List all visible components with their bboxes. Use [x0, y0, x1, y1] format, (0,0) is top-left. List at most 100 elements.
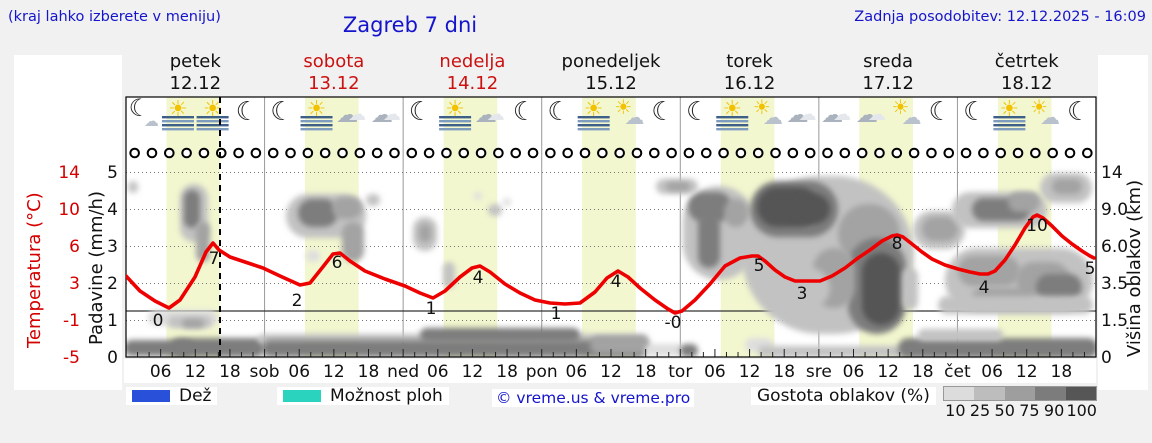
density-tick-value: 25 [969, 401, 991, 420]
probability-circle [181, 147, 192, 159]
temperature-value: -0 [665, 313, 682, 333]
temperature-value: 5 [1085, 259, 1096, 279]
time-label: 12 [462, 362, 484, 382]
fog-line [300, 128, 333, 131]
cloud-blob [938, 296, 1093, 314]
plot-frame [125, 96, 1097, 358]
cloud-blob [590, 336, 650, 354]
cloud-glyph: ☁ [1040, 105, 1060, 129]
probability-circle [146, 147, 158, 159]
moon-glyph: ☾ [547, 97, 570, 127]
showers-color-swatch [283, 390, 321, 402]
cloudh-tick: 9.0 [1101, 200, 1129, 220]
credit-link[interactable]: © vreme.us & vreme.pro [492, 389, 695, 407]
moon-icon: ☾ [513, 97, 536, 127]
day-abbrev-label: sob [250, 362, 280, 382]
time-label: 18 [912, 362, 934, 382]
moon-glyph: ☾ [513, 97, 536, 127]
density-tick-value: 50 [994, 401, 1015, 420]
moon-icon: ☾ [409, 97, 432, 127]
fog-line [196, 120, 229, 123]
sun-cloud-icon: ☀☁ [1030, 95, 1060, 129]
temp-tick: 14 [58, 163, 80, 183]
cloud-blob [680, 344, 698, 357]
cloud-blob [182, 319, 204, 328]
moon-glyph: ☾ [651, 97, 674, 127]
moon-icon: ☾ [686, 97, 709, 127]
probability-circle [700, 147, 712, 159]
fog-line [716, 116, 749, 119]
probability-circle [1064, 147, 1076, 159]
cloud-icon: ☁☁ [475, 103, 505, 128]
sun-fog-icon: ☀ [577, 97, 610, 131]
day-date: 16.12 [724, 73, 776, 94]
moon-icon: ☾ [651, 97, 674, 127]
fog-line [300, 124, 333, 127]
precip-tick: 0 [107, 348, 118, 368]
probability-circle [735, 147, 747, 159]
moon-glyph: ☾ [129, 94, 151, 122]
fog-line [716, 124, 749, 127]
sun-glyph: ☀ [1030, 95, 1048, 119]
probability-circle [718, 147, 729, 159]
fog-line [716, 128, 749, 131]
cloud-glyph: ☁ [475, 103, 497, 128]
legend-showers-label: Možnost ploh [330, 386, 443, 406]
cloud-blob [170, 338, 265, 357]
temperature-value: 0 [153, 311, 164, 331]
probability-circle [856, 147, 868, 159]
precip-tick: 5 [107, 163, 118, 183]
time-label: 06 [843, 362, 865, 382]
cloud-blob [688, 192, 732, 222]
sun-cloud-icon: ☀☁ [614, 95, 644, 129]
probability-circle [787, 147, 799, 159]
probability-circle [579, 147, 591, 159]
time-label: 18 [496, 362, 518, 382]
moon-glyph: ☾ [928, 97, 951, 127]
time-label: 12 [600, 362, 622, 382]
day-name: petek [170, 51, 222, 72]
probability-circle [164, 147, 175, 159]
fog-line [993, 120, 1026, 123]
precip-tick: 2 [107, 274, 118, 294]
probability-circle [804, 147, 816, 159]
day-name: torek [726, 51, 773, 72]
page-title: Zagreb 7 dni [342, 13, 478, 37]
probability-circle [822, 147, 833, 159]
location-menu-hint: (kraj lahko izberete v meniju) [8, 9, 221, 25]
temperature-curve [126, 213, 1096, 315]
temperature-value: 4 [473, 268, 484, 288]
last-update-text: Zadnja posodobitev: 12.12.2025 - 16:09 [854, 9, 1146, 25]
moon-icon: ☾ [547, 97, 570, 127]
cloud-blob [902, 268, 918, 310]
cloud-icon: ☁☁ [336, 103, 366, 128]
sun-glyph: ☀ [203, 97, 223, 122]
probability-circle [371, 147, 383, 159]
probability-circle [475, 147, 487, 159]
time-label: 06 [566, 362, 588, 382]
moon-icon: ☾ [928, 97, 951, 127]
sun-fog-icon: ☀ [300, 97, 333, 131]
probability-circle [233, 147, 244, 159]
day-date: 17.12 [862, 73, 914, 94]
probability-circle [545, 147, 556, 159]
moon-glyph: ☾ [963, 97, 986, 127]
fog-line [993, 116, 1026, 119]
day-abbrev-label: čet [944, 362, 971, 382]
probability-circle [267, 147, 279, 159]
probability-circle [1012, 147, 1024, 159]
cloud-blob [898, 338, 1096, 357]
fog-line [196, 128, 229, 131]
probability-circle [752, 147, 764, 159]
cloud-blob [332, 197, 362, 219]
cloud-blob [184, 190, 200, 228]
legend-cloud-density: Gostota oblakov (%) [751, 386, 936, 406]
probability-circle [614, 147, 625, 159]
probability-circle [458, 147, 470, 159]
cloud-icon: ☁☁ [856, 103, 886, 128]
weather-icons: ☾☁ ☀ ☀ ☾ ☾ ☀ ☁☁ ☁☁ ☾ ☀ ☁☁ ☾ ☾ ☀ ☀☁ ☾ ☾ ☀ ☀☁ ☁☁ ☁☁ ☁☁ ☀☁ ☾ ☾ ☀ ☀☁ ☾ [129, 94, 1090, 131]
probability-circle [493, 147, 504, 159]
time-label: 18 [1051, 362, 1073, 382]
sun-cloud-icon: ☀☁ [891, 95, 921, 129]
cloud-blob [1052, 179, 1082, 194]
